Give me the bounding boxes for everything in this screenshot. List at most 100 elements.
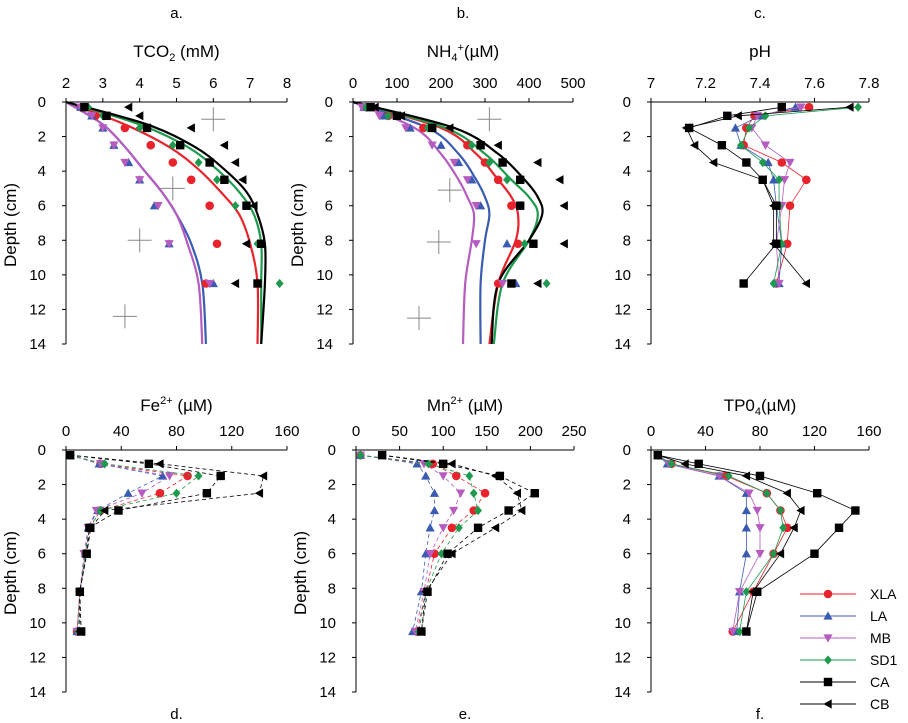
x-tick-label: 0 — [349, 75, 357, 92]
y-tick-label: 6 — [38, 546, 46, 563]
data-point-cb — [377, 450, 386, 460]
data-point-xla — [186, 175, 196, 185]
y-tick-label: 8 — [623, 580, 631, 597]
data-point-ca — [495, 471, 505, 481]
series-line-xla — [70, 454, 189, 632]
panel-e: e. Mn2+ (µM) 0 50 100 150 200 250 0 2 4 6 8 10 12 14 Dep… — [291, 395, 587, 723]
y-tick-label: 2 — [328, 477, 336, 494]
y-axis-label: Depth (cm) — [1, 183, 20, 267]
fit-curve-mb — [352, 100, 476, 345]
data-point-mb — [779, 176, 790, 185]
data-point-ca — [257, 239, 266, 248]
data-point-ca — [723, 111, 732, 121]
legend-marker-la — [823, 611, 833, 620]
data-point-cb — [258, 471, 268, 481]
y-tick-label: 10 — [316, 267, 333, 284]
data-point-cb — [82, 549, 91, 559]
data-point-cb — [789, 523, 798, 533]
data-point-cb — [680, 459, 689, 469]
data-point-mb — [755, 550, 765, 559]
data-point-ca — [142, 123, 152, 133]
y-tick-label: 4 — [38, 163, 46, 180]
x-tick-label: 160 — [856, 423, 881, 440]
series-line-cb — [685, 106, 850, 284]
data-point-sd1 — [168, 140, 177, 150]
legend-label-mb: MB — [870, 630, 891, 646]
x-tick-label: 120 — [219, 423, 244, 440]
y-tick-label: 0 — [38, 442, 46, 459]
y-tick-label: 8 — [623, 232, 631, 249]
panel-b: b. NH4+(µM) 0 100 200 300 400 500 0 2 4 6 8 10 12 14 Dep… — [288, 5, 586, 353]
y-tick-label: 4 — [623, 163, 631, 180]
data-point-cb — [681, 123, 691, 133]
data-point-mb — [401, 124, 411, 133]
data-point-sd1 — [503, 175, 511, 185]
data-point-cb — [230, 278, 240, 289]
data-point-ca — [753, 587, 762, 596]
data-point-sd1 — [275, 278, 284, 289]
data-point-mb — [109, 141, 119, 150]
data-point-cb — [517, 505, 526, 516]
data-point-la — [467, 175, 477, 184]
panel-title-b: NH4+(µM) — [427, 42, 499, 64]
data-point-sd1 — [423, 123, 432, 133]
data-point-mb — [137, 489, 147, 498]
data-point-mb — [164, 472, 175, 481]
data-point-xla — [451, 471, 461, 481]
data-point-sd1 — [194, 157, 203, 168]
data-point-xla — [428, 459, 438, 469]
data-point-cb — [796, 505, 805, 516]
data-point-mb — [728, 627, 738, 637]
data-point-sd1 — [520, 239, 529, 249]
x-tick-label: 400 — [516, 75, 541, 92]
data-point-mb — [374, 112, 384, 121]
data-point-sd1 — [779, 523, 788, 533]
data-point-la — [741, 505, 751, 515]
data-point-cb — [555, 175, 564, 185]
data-point-mb — [438, 524, 448, 533]
series-line-ca — [688, 106, 782, 284]
data-point-cb — [533, 278, 542, 289]
data-point-cb — [493, 140, 502, 150]
data-point-cb — [490, 523, 500, 533]
x-tick-label: 7.4 — [750, 75, 771, 92]
data-point-cb — [421, 587, 430, 597]
data-point-la — [730, 123, 741, 132]
legend-label-la: LA — [870, 608, 888, 624]
data-point-ca — [114, 506, 123, 515]
y-tick-label: 4 — [325, 163, 333, 180]
x-tick-label: 200 — [428, 75, 453, 92]
data-point-ca — [739, 279, 748, 288]
data-point-mb — [796, 103, 806, 112]
data-point-ca — [717, 141, 727, 150]
fit-curve-ca — [352, 100, 544, 345]
series-line-la — [360, 454, 435, 632]
y-axis-label: Depth (cm) — [291, 531, 310, 615]
legend-label-ca: CA — [870, 674, 890, 690]
data-point-sd1 — [745, 123, 754, 133]
data-point-cb — [769, 239, 778, 249]
x-tick-label: 50 — [391, 423, 408, 440]
y-tick-label: 4 — [623, 511, 631, 528]
y-tick-label: 14 — [614, 684, 631, 701]
data-point-ca — [202, 489, 212, 498]
y-tick-label: 14 — [29, 336, 46, 353]
data-point-la — [436, 140, 446, 149]
data-point-sd1 — [854, 102, 863, 112]
y-axis-label: Depth (cm) — [288, 183, 307, 267]
data-point-xla — [777, 158, 787, 167]
x-tick-label: 7.2 — [695, 75, 716, 92]
x-tick-label: 250 — [561, 423, 586, 440]
series-line-xla — [743, 106, 810, 284]
x-tick-label: 100 — [431, 423, 456, 440]
data-point-mb — [752, 506, 762, 516]
data-point-ca — [742, 158, 751, 167]
y-tick-label: 6 — [623, 546, 631, 563]
data-point-mb — [438, 472, 448, 481]
x-tick-label: 7.6 — [804, 75, 825, 92]
data-point-la — [454, 157, 464, 167]
data-point-cb — [254, 488, 264, 498]
series-line-la — [70, 454, 164, 632]
y-tick-label: 6 — [623, 198, 631, 215]
